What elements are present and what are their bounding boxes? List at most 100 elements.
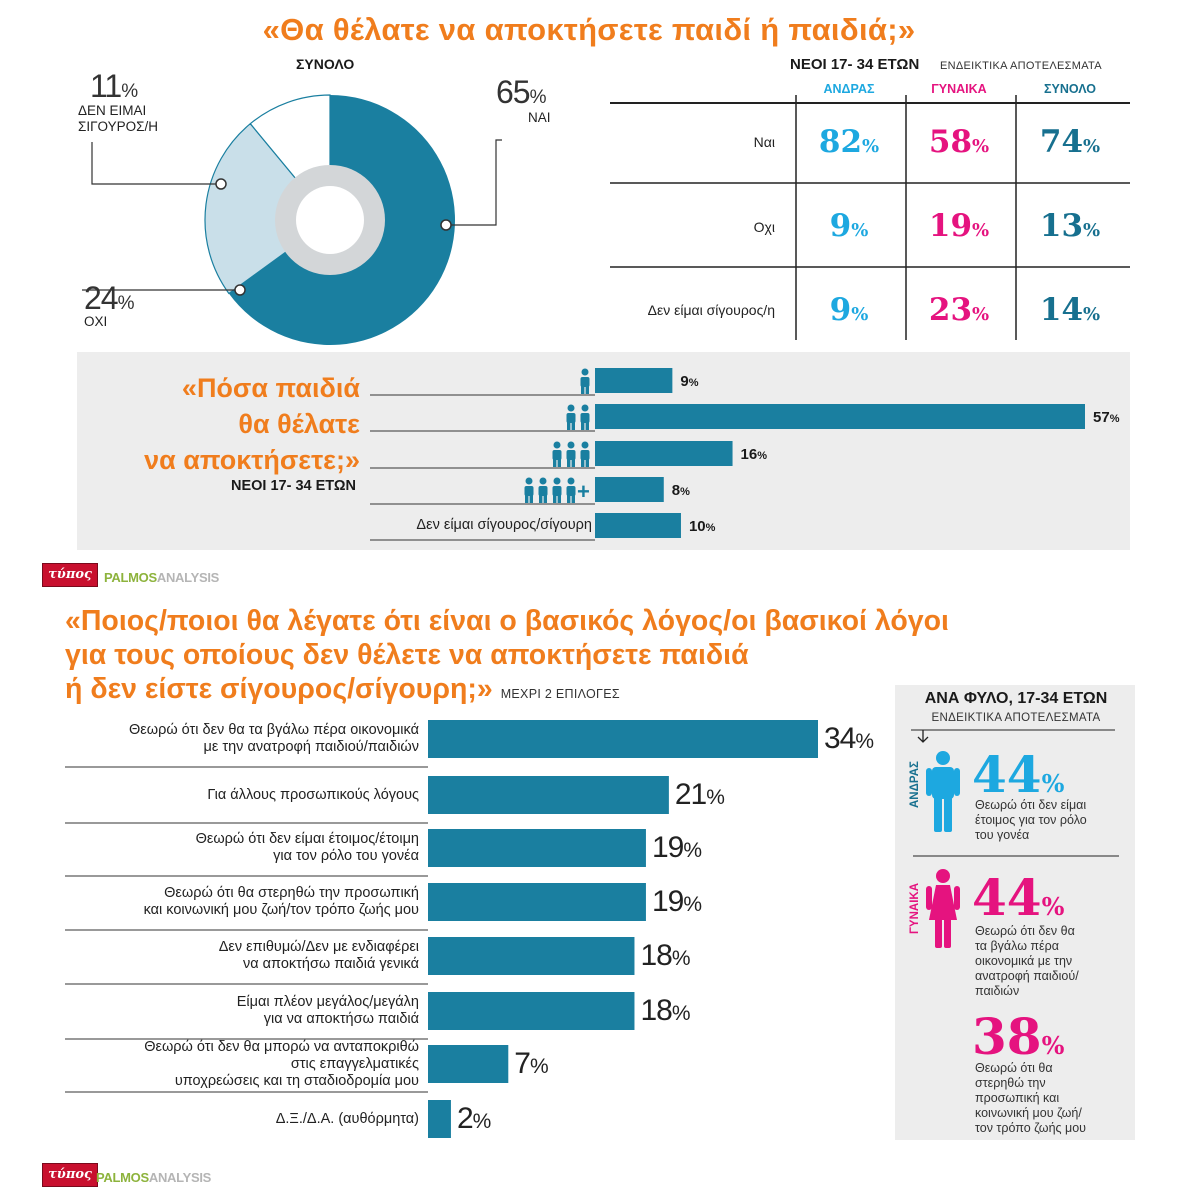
reasons-title-line-1: «Ποιος/ποιοι θα λέγατε ότι είναι ο βασικ…	[65, 605, 949, 637]
gender-panel-graphics	[911, 729, 1119, 948]
cell-unsure-male: 9%	[829, 292, 869, 328]
col-total: ΣΥΝΟΛΟ	[1044, 82, 1096, 96]
reasons-title-line-3: ή δεν είστε σίγουρος/σίγουρη;» ΜΕΧΡΙ 2 ΕΠ…	[65, 673, 620, 705]
how-many-value: 8%	[672, 482, 690, 499]
col-female: ΓΥΝΑΙΚΑ	[931, 82, 987, 96]
palmos-logo-bottom: PALMOSANALYSIS	[96, 1170, 211, 1185]
person-icon	[580, 441, 590, 467]
how-many-value: 16%	[741, 446, 768, 463]
cell-yes-male: 82%	[818, 124, 880, 160]
down-arrow-icon	[917, 730, 929, 743]
female-reason-1: Θεωρώ ότι δεν θα τα βγάλω πέρα οικονομικ…	[975, 924, 1079, 998]
cell-yes-total: 74%	[1039, 124, 1101, 160]
row-label-yes: Ναι	[753, 134, 775, 150]
col-male: ΑΝΔΡΑΣ	[823, 82, 875, 96]
donut-no-pct: 24%	[84, 280, 134, 316]
donut-no-label: ΟΧΙ	[84, 314, 108, 329]
how-many-subtitle: ΝΕΟΙ 17- 34 ΕΤΩΝ	[231, 478, 356, 494]
person-icon	[566, 477, 576, 503]
cell-unsure-total: 14%	[1039, 292, 1101, 328]
male-figure-icon	[926, 751, 960, 832]
donut-hole	[296, 186, 364, 254]
donut-unsure-label: ΔΕΝ ΕΙΜΑΙ ΣΙΓΟΥΡΟΣ/Η	[78, 103, 158, 134]
reason-bar	[428, 776, 669, 814]
how-many-title-line-3: να αποκτήσετε;»	[144, 445, 360, 475]
cell-no-female: 19%	[928, 208, 990, 244]
leader-line-unsure	[91, 142, 221, 185]
donut-yes-pct: 65%	[496, 74, 546, 110]
gender-panel-subheading: ΕΝΔΕΙΚΤΙΚΑ ΑΠΟΤΕΛΕΣΜΑΤΑ	[931, 712, 1101, 724]
male-reason: Θεωρώ ότι δεν είμαι έτοιμος για τον ρόλο…	[975, 798, 1087, 842]
how-many-unsure-label: Δεν είμαι σίγουρος/σίγουρη	[416, 517, 592, 533]
female-reason-2: Θεωρώ ότι θα στερηθώ την προσωπική και κ…	[975, 1061, 1087, 1135]
reasons-row-lines	[65, 766, 428, 1093]
how-many-value-labels: 9% 57% 16% 8% 10%	[672, 373, 1120, 535]
how-many-row-lines	[370, 394, 595, 541]
how-many-chart: + 9% 57% 16% 8% 10%	[370, 368, 1120, 541]
person-icon	[552, 441, 562, 467]
reason-bar	[428, 829, 646, 867]
plus-icon: +	[577, 479, 590, 504]
person-icon	[566, 404, 576, 430]
gender-panel-heading: ΑΝΑ ΦΥΛΟ, 17-34 ΕΤΩΝ	[924, 690, 1108, 707]
how-many-bar	[595, 477, 664, 502]
reason-bar	[428, 883, 646, 921]
male-vertical-label: ΑΝΔΡΑΣ	[909, 761, 921, 808]
how-many-value: 57%	[1093, 409, 1120, 426]
leader-dot-unsure	[215, 178, 227, 190]
person-icon	[552, 477, 562, 503]
donut-title: ΣΥΝΟΛΟ	[296, 56, 355, 72]
tupos-logo-bottom-text: τύπος	[42, 1163, 98, 1187]
reasons-title-line-2: για τους οποίους δεν θέλετε να αποκτήσετ…	[65, 639, 749, 671]
how-many-bar	[595, 441, 733, 466]
person-icon	[580, 404, 590, 430]
how-many-bar	[595, 513, 681, 538]
donut-slices	[204, 94, 456, 345]
donut-yes-label: ΝΑΙ	[528, 110, 551, 125]
how-many-bars	[595, 368, 1085, 538]
reason-bar	[428, 720, 818, 758]
leader-line-yes	[446, 139, 502, 226]
leader-dot-no	[234, 284, 246, 296]
how-many-title: «Πόσα παιδιά θα θέλατε να αποκτήσετε;»	[88, 370, 360, 478]
youth-table-heading: ΝΕΟΙ 17- 34 ΕΤΩΝ	[790, 56, 920, 73]
youth-table-subheading: ΕΝΔΕΙΚΤΙΚΑ ΑΠΟΤΕΛΕΣΜΑΤΑ	[940, 60, 1102, 72]
reason-bar	[428, 937, 635, 975]
how-many-title-line-1: «Πόσα παιδιά	[181, 373, 360, 403]
male-pct: 44%	[972, 745, 1065, 804]
reasons-note: ΜΕΧΡΙ 2 ΕΠΙΛΟΓΕΣ	[500, 687, 620, 701]
person-icon	[580, 368, 590, 394]
cell-unsure-female: 23%	[928, 292, 990, 328]
person-icon	[566, 441, 576, 467]
how-many-bar	[595, 368, 673, 393]
cell-yes-female: 58%	[928, 124, 990, 160]
cell-no-male: 9%	[829, 208, 869, 244]
how-many-bar	[595, 404, 1085, 429]
cell-no-total: 13%	[1039, 208, 1101, 244]
donut-slice-no	[204, 122, 331, 295]
reason-bar	[428, 1045, 509, 1083]
how-many-icons: +	[524, 368, 590, 504]
person-icon	[524, 477, 534, 503]
female-pct-2: 38%	[972, 1007, 1065, 1066]
female-vertical-label: ΓΥΝΑΙΚΑ	[909, 883, 921, 934]
row-label-unsure: Δεν είμαι σίγουρος/η	[647, 302, 775, 318]
female-pct-1: 44%	[972, 868, 1065, 927]
reasons-title: «Ποιος/ποιοι θα λέγατε ότι είναι ο βασικ…	[65, 604, 1165, 711]
how-many-value: 9%	[680, 373, 698, 390]
tupos-logo-text: τύπος	[42, 563, 98, 587]
leader-dot-yes	[440, 219, 452, 231]
person-icon	[538, 477, 548, 503]
tupos-logo: τύπος	[42, 563, 98, 587]
donut-unsure-pct: 11%	[90, 68, 138, 104]
reasons-chart	[65, 720, 818, 1138]
youth-table-grid	[610, 95, 1130, 340]
palmos-logo: PALMOSANALYSIS	[104, 570, 219, 585]
female-figure-icon	[926, 869, 960, 948]
how-many-title-line-2: θα θέλατε	[238, 409, 360, 439]
reasons-bars	[428, 720, 818, 1138]
reason-bar	[428, 992, 635, 1030]
reason-bar	[428, 1100, 451, 1138]
tupos-logo-bottom: τύπος	[42, 1163, 98, 1187]
main-title: «Θα θέλατε να αποκτήσετε παιδί ή παιδιά;…	[262, 12, 916, 47]
